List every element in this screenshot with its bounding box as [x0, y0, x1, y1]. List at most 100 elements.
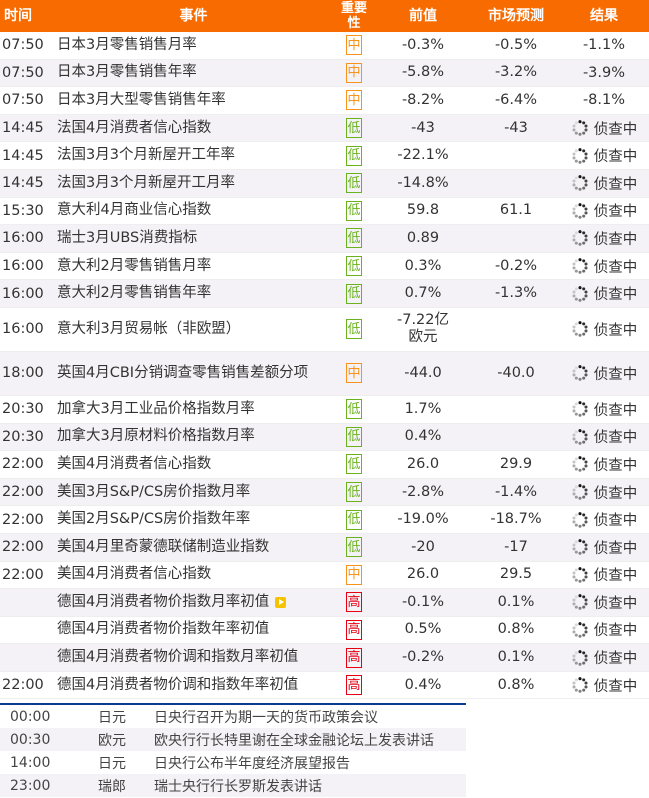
- row-result: 侦查中: [593, 595, 638, 612]
- row-event[interactable]: 瑞士3月UBS消费指标: [57, 229, 198, 246]
- event-time: 00:00: [10, 708, 51, 725]
- calendar-header: 时间 事件 重要性 前值 市场预测 结果: [0, 0, 649, 32]
- row-result-cell: 侦查中: [559, 399, 649, 420]
- row-event[interactable]: 德国4月消费者物价指数年率初值: [57, 621, 270, 638]
- row-previous: -0.1%: [401, 593, 445, 610]
- importance-badge: 低: [346, 145, 362, 166]
- row-time: 16:00: [2, 285, 44, 302]
- row-result: 侦查中: [593, 485, 638, 502]
- event-title: 瑞士央行行长罗斯发表讲话: [154, 778, 322, 795]
- row-event-cell: 意大利4月商业信心指数: [52, 202, 335, 219]
- loading-spinner-icon: [572, 566, 588, 583]
- row-event[interactable]: 美国2月S&P/CS房价指数年率: [57, 511, 251, 528]
- table-row[interactable]: 07:50 日本3月零售销售月率 中 -0.3% -0.5% -1.1%: [0, 32, 649, 60]
- row-event[interactable]: 日本3月零售销售月率: [57, 36, 197, 53]
- row-previous: -14.8%: [397, 174, 449, 191]
- row-forecast: -1.4%: [494, 483, 538, 500]
- row-event[interactable]: 加拿大3月原材料价格指数月率: [57, 428, 255, 445]
- table-row[interactable]: 14:45 法国3月3个月新屋开工月率 低 -14.8% 侦查中: [0, 169, 649, 198]
- loading-spinner-icon: [572, 649, 588, 666]
- row-event[interactable]: 日本3月零售销售年率: [57, 64, 197, 81]
- row-event[interactable]: 美国3月S&P/CS房价指数月率: [57, 483, 251, 500]
- row-event[interactable]: 法国4月消费者信心指数: [57, 119, 212, 136]
- row-event-cell: 美国2月S&P/CS房价指数年率: [52, 511, 335, 528]
- row-forecast: -1.3%: [494, 285, 538, 302]
- table-row[interactable]: 22:00 德国4月消费者物价调和指数年率初值 高 0.4% 0.8% 侦查中: [0, 672, 649, 700]
- col-previous: 前值: [409, 7, 437, 24]
- row-event[interactable]: 德国4月消费者物价调和指数年率初值: [57, 676, 299, 693]
- table-row[interactable]: 德国4月消费者物价指数月率初值 高 -0.1% 0.1% 侦查中: [0, 589, 649, 617]
- row-event[interactable]: 美国4月里奇蒙德联储制造业指数: [57, 538, 270, 555]
- table-row[interactable]: 07:50 日本3月零售销售年率 中 -5.8% -3.2% -3.9%: [0, 59, 649, 88]
- row-event[interactable]: 英国4月CBI分销调查零售销售差额分项: [57, 364, 309, 381]
- row-event[interactable]: 加拿大3月工业品价格指数月率: [57, 400, 255, 417]
- event-row[interactable]: 00:00 日元 日央行召开为期一天的货币政策会议: [0, 705, 466, 728]
- event-row[interactable]: 00:30 欧元 欧央行行长特里谢在全球金融论坛上发表讲话: [0, 728, 466, 752]
- row-event[interactable]: 德国4月消费者物价指数月率初值: [57, 593, 270, 610]
- table-row[interactable]: 15:30 意大利4月商业信心指数 低 59.8 61.1 侦查中: [0, 198, 649, 226]
- row-previous: 0.4%: [404, 428, 442, 445]
- row-event-cell: 德国4月消费者物价指数月率初值: [52, 594, 335, 611]
- loading-spinner-icon: [572, 203, 588, 219]
- row-result: 侦查中: [593, 568, 638, 585]
- table-row[interactable]: 16:00 意大利3月贸易帐（非欧盟） 低 -7.22亿欧元 侦查中: [0, 308, 649, 352]
- loading-spinner-icon: [572, 622, 588, 638]
- table-row[interactable]: 16:00 瑞士3月UBS消费指标 低 0.89 侦查中: [0, 225, 649, 253]
- event-row[interactable]: 14:00 日元 日央行公布半年度经济展望报告: [0, 751, 466, 774]
- table-row[interactable]: 20:30 加拿大3月原材料价格指数月率 低 0.4% 侦查中: [0, 423, 649, 452]
- row-result-cell: 侦查中: [559, 592, 649, 613]
- loading-spinner-icon: [572, 677, 588, 694]
- row-previous: -2.8%: [401, 483, 445, 500]
- row-event[interactable]: 法国3月3个月新屋开工月率: [57, 174, 235, 191]
- row-event[interactable]: 日本3月大型零售销售年率: [57, 91, 226, 108]
- loading-spinner-icon: [572, 147, 588, 164]
- table-row[interactable]: 22:00 美国4月消费者信心指数 低 26.0 29.9 侦查中: [0, 451, 649, 479]
- row-event-cell: 美国3月S&P/CS房价指数月率: [52, 484, 335, 501]
- row-time: 20:30: [2, 401, 44, 418]
- row-event[interactable]: 意大利2月零售销售年率: [57, 285, 212, 302]
- row-importance-cell: 中: [335, 35, 373, 56]
- row-event-cell: 德国4月消费者物价指数年率初值: [52, 621, 335, 638]
- table-row[interactable]: 德国4月消费者物价调和指数月率初值 高 -0.2% 0.1% 侦查中: [0, 644, 649, 672]
- table-row[interactable]: 18:00 英国4月CBI分销调查零售销售差额分项 中 -44.0 -40.0 …: [0, 351, 649, 396]
- row-time: 18:00: [2, 365, 44, 382]
- row-result: 侦查中: [593, 430, 638, 447]
- play-icon[interactable]: [275, 596, 287, 608]
- row-event[interactable]: 意大利2月零售销售月率: [57, 257, 212, 274]
- row-previous: -19.0%: [397, 511, 449, 528]
- row-previous: -8.2%: [401, 91, 445, 108]
- row-previous: 26.0: [406, 566, 440, 583]
- table-row[interactable]: 22:00 美国3月S&P/CS房价指数月率 低 -2.8% -1.4% 侦查中: [0, 478, 649, 507]
- table-row[interactable]: 14:45 法国3月3个月新屋开工年率 低 -22.1% 侦查中: [0, 142, 649, 170]
- row-event-cell: 美国4月消费者信心指数: [52, 456, 335, 473]
- row-event[interactable]: 意大利4月商业信心指数: [57, 202, 212, 219]
- importance-badge: 低: [346, 319, 362, 340]
- table-row[interactable]: 22:00 美国4月里奇蒙德联储制造业指数 低 -20 -17 侦查中: [0, 533, 649, 562]
- row-event[interactable]: 法国3月3个月新屋开工年率: [57, 147, 235, 164]
- row-result: 侦查中: [593, 457, 638, 474]
- row-event-cell: 日本3月大型零售销售年率: [52, 92, 335, 109]
- table-row[interactable]: 07:50 日本3月大型零售销售年率 中 -8.2% -6.4% -8.1%: [0, 87, 649, 115]
- table-row[interactable]: 16:00 意大利2月零售销售月率 低 0.3% -0.2% 侦查中: [0, 253, 649, 281]
- table-row[interactable]: 德国4月消费者物价指数年率初值 高 0.5% 0.8% 侦查中: [0, 617, 649, 645]
- table-row[interactable]: 14:45 法国4月消费者信心指数 低 -43 -43 侦查中: [0, 114, 649, 143]
- row-importance-cell: 低: [335, 173, 373, 194]
- table-row[interactable]: 20:30 加拿大3月工业品价格指数月率 低 1.7% 侦查中: [0, 396, 649, 424]
- row-previous: -5.8%: [401, 64, 445, 81]
- loading-spinner-icon: [572, 258, 588, 274]
- event-row[interactable]: 23:00 瑞郎 瑞士央行行长罗斯发表讲话: [0, 774, 466, 798]
- importance-badge: 低: [346, 118, 362, 139]
- row-event[interactable]: 意大利3月贸易帐（非欧盟）: [57, 320, 241, 337]
- row-event[interactable]: 美国4月消费者信心指数: [57, 566, 212, 583]
- row-time: 07:50: [2, 37, 44, 54]
- row-event[interactable]: 美国4月消费者信心指数: [57, 455, 212, 472]
- table-row[interactable]: 16:00 意大利2月零售销售年率 低 0.7% -1.3% 侦查中: [0, 280, 649, 308]
- row-event-cell: 意大利3月贸易帐（非欧盟）: [52, 321, 335, 338]
- table-row[interactable]: 22:00 美国4月消费者信心指数 中 26.0 29.5 侦查中: [0, 562, 649, 590]
- row-event[interactable]: 德国4月消费者物价调和指数月率初值: [57, 649, 299, 666]
- table-row[interactable]: 22:00 美国2月S&P/CS房价指数年率 低 -19.0% -18.7% 侦…: [0, 506, 649, 534]
- col-importance: 重要性: [340, 1, 367, 31]
- row-time: 22:00: [2, 539, 44, 556]
- importance-badge: 中: [346, 62, 362, 83]
- row-previous: -0.2%: [401, 649, 445, 666]
